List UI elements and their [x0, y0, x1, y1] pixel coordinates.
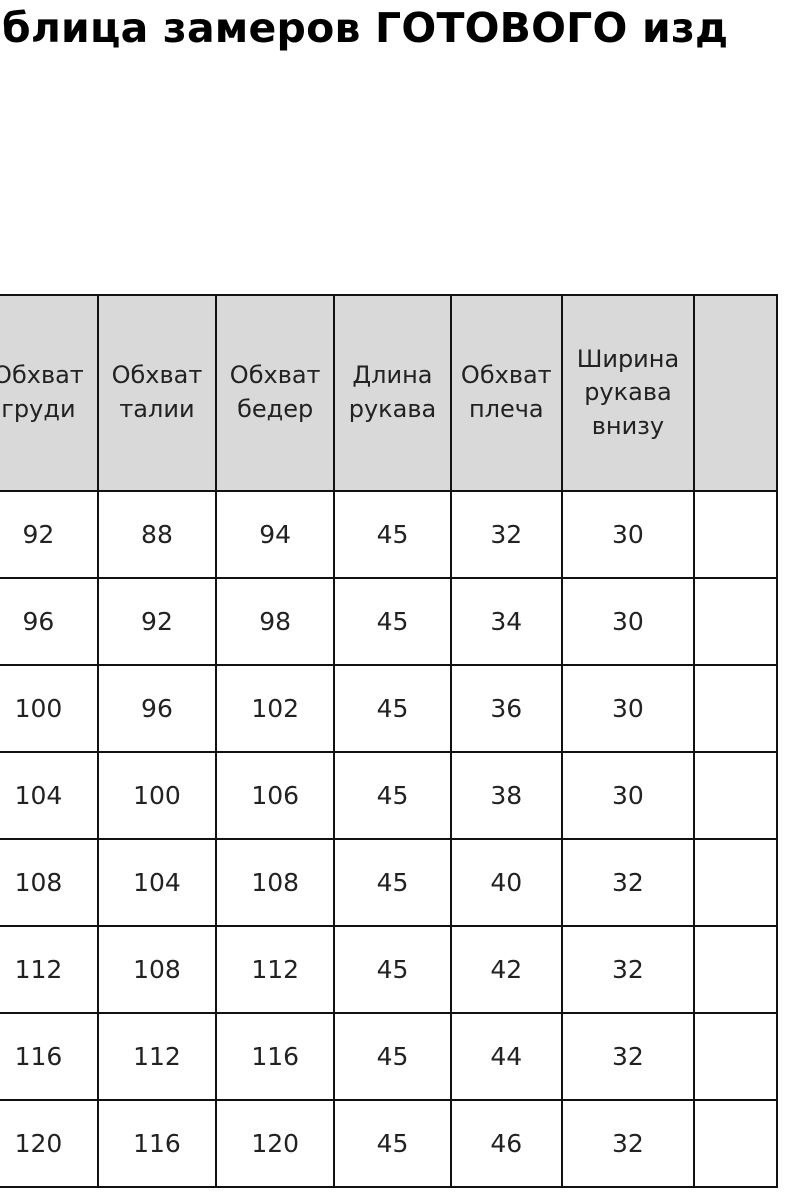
table-cell: 92 — [0, 490, 99, 579]
table-cell: 32 — [560, 1099, 695, 1188]
size-table: Обхват груди Обхват талии Обхват бедер Длин… — [0, 294, 779, 1188]
table-cell: 30 — [560, 751, 695, 840]
table-cell — [692, 1012, 779, 1101]
table-cell: 120 — [0, 1099, 99, 1188]
table-cell: 36 — [449, 664, 563, 753]
header-row: Обхват груди Обхват талии Обхват бедер Длин… — [0, 294, 779, 492]
table-cell: 100 — [0, 664, 99, 753]
table-cell: 34 — [449, 577, 563, 666]
table-row: 108 104 108 45 40 32 — [0, 838, 779, 927]
table-cell: 102 — [215, 664, 336, 753]
table-cell: 30 — [560, 577, 695, 666]
table-cell: 120 — [215, 1099, 336, 1188]
table-cell — [692, 1099, 779, 1188]
table-cell: 106 — [215, 751, 336, 840]
table-cell — [692, 925, 779, 1014]
table-row: 100 96 102 45 36 30 — [0, 664, 779, 753]
table-cell: 116 — [96, 1099, 218, 1188]
table-cell: 92 — [96, 577, 218, 666]
page-title: блица замеров ГОТОВОГО изд — [2, 4, 729, 52]
table-cell: 40 — [449, 838, 563, 927]
table-cell: 30 — [560, 664, 695, 753]
table-cell: 45 — [333, 664, 452, 753]
table-cell: 112 — [215, 925, 336, 1014]
table-cell — [692, 751, 779, 840]
table-row: 112 108 112 45 42 32 — [0, 925, 779, 1014]
table-cell: 112 — [96, 1012, 218, 1101]
table-cell: 42 — [449, 925, 563, 1014]
table-row: 120 116 120 45 46 32 — [0, 1099, 779, 1188]
column-header: Обхват груди — [0, 294, 99, 492]
column-header: Длина рукава — [333, 294, 452, 492]
table-cell: 94 — [215, 490, 336, 579]
table-cell — [692, 490, 779, 579]
table-cell: 96 — [96, 664, 218, 753]
table-cell: 100 — [96, 751, 218, 840]
table-cell: 116 — [215, 1012, 336, 1101]
column-header: Ширина рукава внизу — [560, 294, 695, 492]
table-cell: 45 — [333, 925, 452, 1014]
table-cell — [692, 838, 779, 927]
table-row: 104 100 106 45 38 30 — [0, 751, 779, 840]
table-cell: 46 — [449, 1099, 563, 1188]
column-header: Обхват бедер — [215, 294, 336, 492]
table-row: 116 112 116 45 44 32 — [0, 1012, 779, 1101]
table-cell: 108 — [215, 838, 336, 927]
table-cell: 38 — [449, 751, 563, 840]
table-cell: 104 — [96, 838, 218, 927]
table-cell: 32 — [560, 925, 695, 1014]
table-cell: 116 — [0, 1012, 99, 1101]
table-cell: 45 — [333, 751, 452, 840]
column-header: Обхват талии — [96, 294, 218, 492]
table-cell: 104 — [0, 751, 99, 840]
table-cell: 112 — [0, 925, 99, 1014]
table-cell: 32 — [449, 490, 563, 579]
column-header: Обхват плеча — [449, 294, 563, 492]
column-header — [692, 294, 779, 492]
table-cell: 45 — [333, 490, 452, 579]
table-cell: 108 — [96, 925, 218, 1014]
table-cell: 30 — [560, 490, 695, 579]
table-cell: 32 — [560, 838, 695, 927]
table-cell — [692, 664, 779, 753]
table-row: 92 88 94 45 32 30 — [0, 490, 779, 579]
table-cell: 98 — [215, 577, 336, 666]
table-cell: 45 — [333, 1099, 452, 1188]
table-row: 96 92 98 45 34 30 — [0, 577, 779, 666]
table-cell: 45 — [333, 577, 452, 666]
table-cell: 45 — [333, 1012, 452, 1101]
table-cell — [692, 577, 779, 666]
table-cell: 108 — [0, 838, 99, 927]
table-cell: 32 — [560, 1012, 695, 1101]
table-cell: 96 — [0, 577, 99, 666]
table-cell: 45 — [333, 838, 452, 927]
table-cell: 44 — [449, 1012, 563, 1101]
table-cell: 88 — [96, 490, 218, 579]
